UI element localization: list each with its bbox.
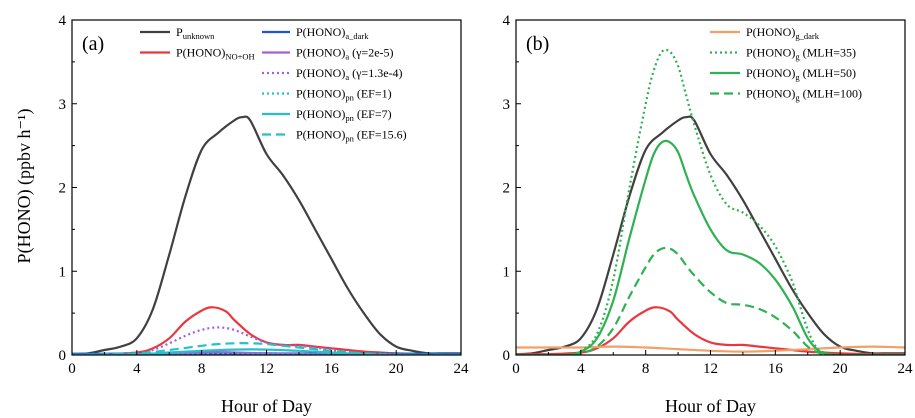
legend-subscript: unknown	[183, 31, 215, 41]
legend-name: P(HONO)	[176, 46, 225, 60]
x-tick-label: 24	[454, 361, 470, 377]
legend-subscript: pn	[345, 113, 354, 123]
legend-label: P(HONO)NO+OH	[176, 46, 255, 62]
legend-label: P(HONO)g (MLH=100)	[746, 87, 862, 103]
legend-label: P(HONO)g_dark	[746, 25, 820, 41]
x-tick-label: 20	[389, 361, 404, 377]
legend-label: P(HONO)g (MLH=35)	[746, 46, 856, 62]
series-line-0	[72, 115, 461, 355]
legend-subscript: g	[795, 93, 800, 103]
legend-suffix: (MLH=35)	[800, 46, 856, 60]
legend-suffix: (EF=15.6)	[354, 128, 407, 142]
legend-name: P(HONO)	[296, 46, 345, 60]
x-axis-title: Hour of Day	[221, 396, 312, 416]
legend-name: P(HONO)	[296, 25, 345, 39]
y-tick-label: 0	[59, 348, 67, 364]
y-tick-label: 4	[59, 13, 67, 29]
series-line-0	[516, 115, 905, 355]
x-tick-label: 8	[642, 361, 650, 377]
plot-frame	[71, 19, 462, 356]
legend-suffix: (γ=1.3e-4)	[349, 66, 402, 80]
legend-name: P(HONO)	[296, 87, 345, 101]
legend-subscript: a	[345, 72, 349, 82]
legend-name: P(HONO)	[746, 66, 795, 80]
y-tick-label: 0	[503, 348, 511, 364]
y-tick-label: 4	[503, 13, 511, 29]
series-line-4	[72, 326, 461, 355]
x-axis-title: Hour of Day	[665, 396, 756, 416]
panel-label: (a)	[82, 33, 104, 55]
legend-subscript: pn	[345, 134, 354, 144]
legend-label: Punknown	[176, 25, 215, 41]
x-tick-label: 4	[577, 361, 585, 377]
y-tick-label: 1	[59, 264, 67, 280]
legend-subscript: g	[795, 72, 800, 82]
legend-subscript: a	[345, 52, 349, 62]
x-tick-label: 4	[133, 361, 141, 377]
x-tick-label: 24	[898, 361, 914, 377]
y-tick-label: 3	[59, 97, 67, 113]
legend-name: P(HONO)	[746, 25, 795, 39]
legend-subscript: pn	[345, 93, 354, 103]
x-tick-label: 0	[512, 361, 520, 377]
legend-suffix: (MLH=50)	[800, 66, 856, 80]
y-tick-label: 2	[503, 181, 511, 197]
legend-name: P	[176, 25, 183, 39]
legend-label: P(HONO)a (γ=2e-5)	[296, 46, 394, 62]
legend-subscript: NO+OH	[225, 52, 254, 62]
legend-label: P(HONO)pn (EF=7)	[296, 107, 392, 123]
legend-name: P(HONO)	[296, 66, 345, 80]
legend-name: P(HONO)	[746, 87, 795, 101]
y-axis-title: P(HONO) (ppbv h⁻¹)	[14, 109, 35, 264]
legend: PunknownP(HONO)NO+OHP(HONO)a_darkP(HONO)…	[140, 25, 407, 144]
legend-label: P(HONO)g (MLH=50)	[746, 66, 856, 82]
legend-subscript: a_dark	[345, 31, 369, 41]
panel-label: (b)	[526, 33, 549, 55]
legend-label: P(HONO)a (γ=1.3e-4)	[296, 66, 403, 82]
y-tick-label: 3	[503, 97, 511, 113]
legend-label: P(HONO)a_dark	[296, 25, 369, 41]
series-line-4	[516, 139, 905, 355]
x-tick-label: 16	[324, 361, 340, 377]
series-line-5	[516, 246, 905, 355]
legend-suffix: (MLH=100)	[800, 87, 862, 101]
legend-suffix: (γ=2e-5)	[349, 46, 393, 60]
legend-subscript: g	[795, 52, 800, 62]
legend-name: P(HONO)	[746, 46, 795, 60]
y-tick-label: 1	[503, 264, 511, 280]
series-line-7	[72, 342, 461, 355]
legend-name: P(HONO)	[296, 128, 345, 142]
legend-name: P(HONO)	[296, 107, 345, 121]
y-tick-label: 2	[59, 181, 67, 197]
legend-suffix: (EF=1)	[354, 87, 392, 101]
legend-subscript: g_dark	[795, 31, 819, 41]
legend-label: P(HONO)pn (EF=1)	[296, 87, 392, 103]
series-line-1	[72, 306, 461, 355]
legend-suffix: (EF=7)	[354, 107, 392, 121]
x-tick-label: 20	[833, 361, 848, 377]
x-tick-label: 12	[703, 361, 718, 377]
x-tick-label: 8	[198, 361, 206, 377]
legend-label: P(HONO)pn (EF=15.6)	[296, 128, 407, 144]
x-tick-label: 12	[259, 361, 274, 377]
x-tick-label: 16	[768, 361, 784, 377]
x-tick-label: 0	[68, 361, 76, 377]
series-group	[72, 115, 461, 355]
